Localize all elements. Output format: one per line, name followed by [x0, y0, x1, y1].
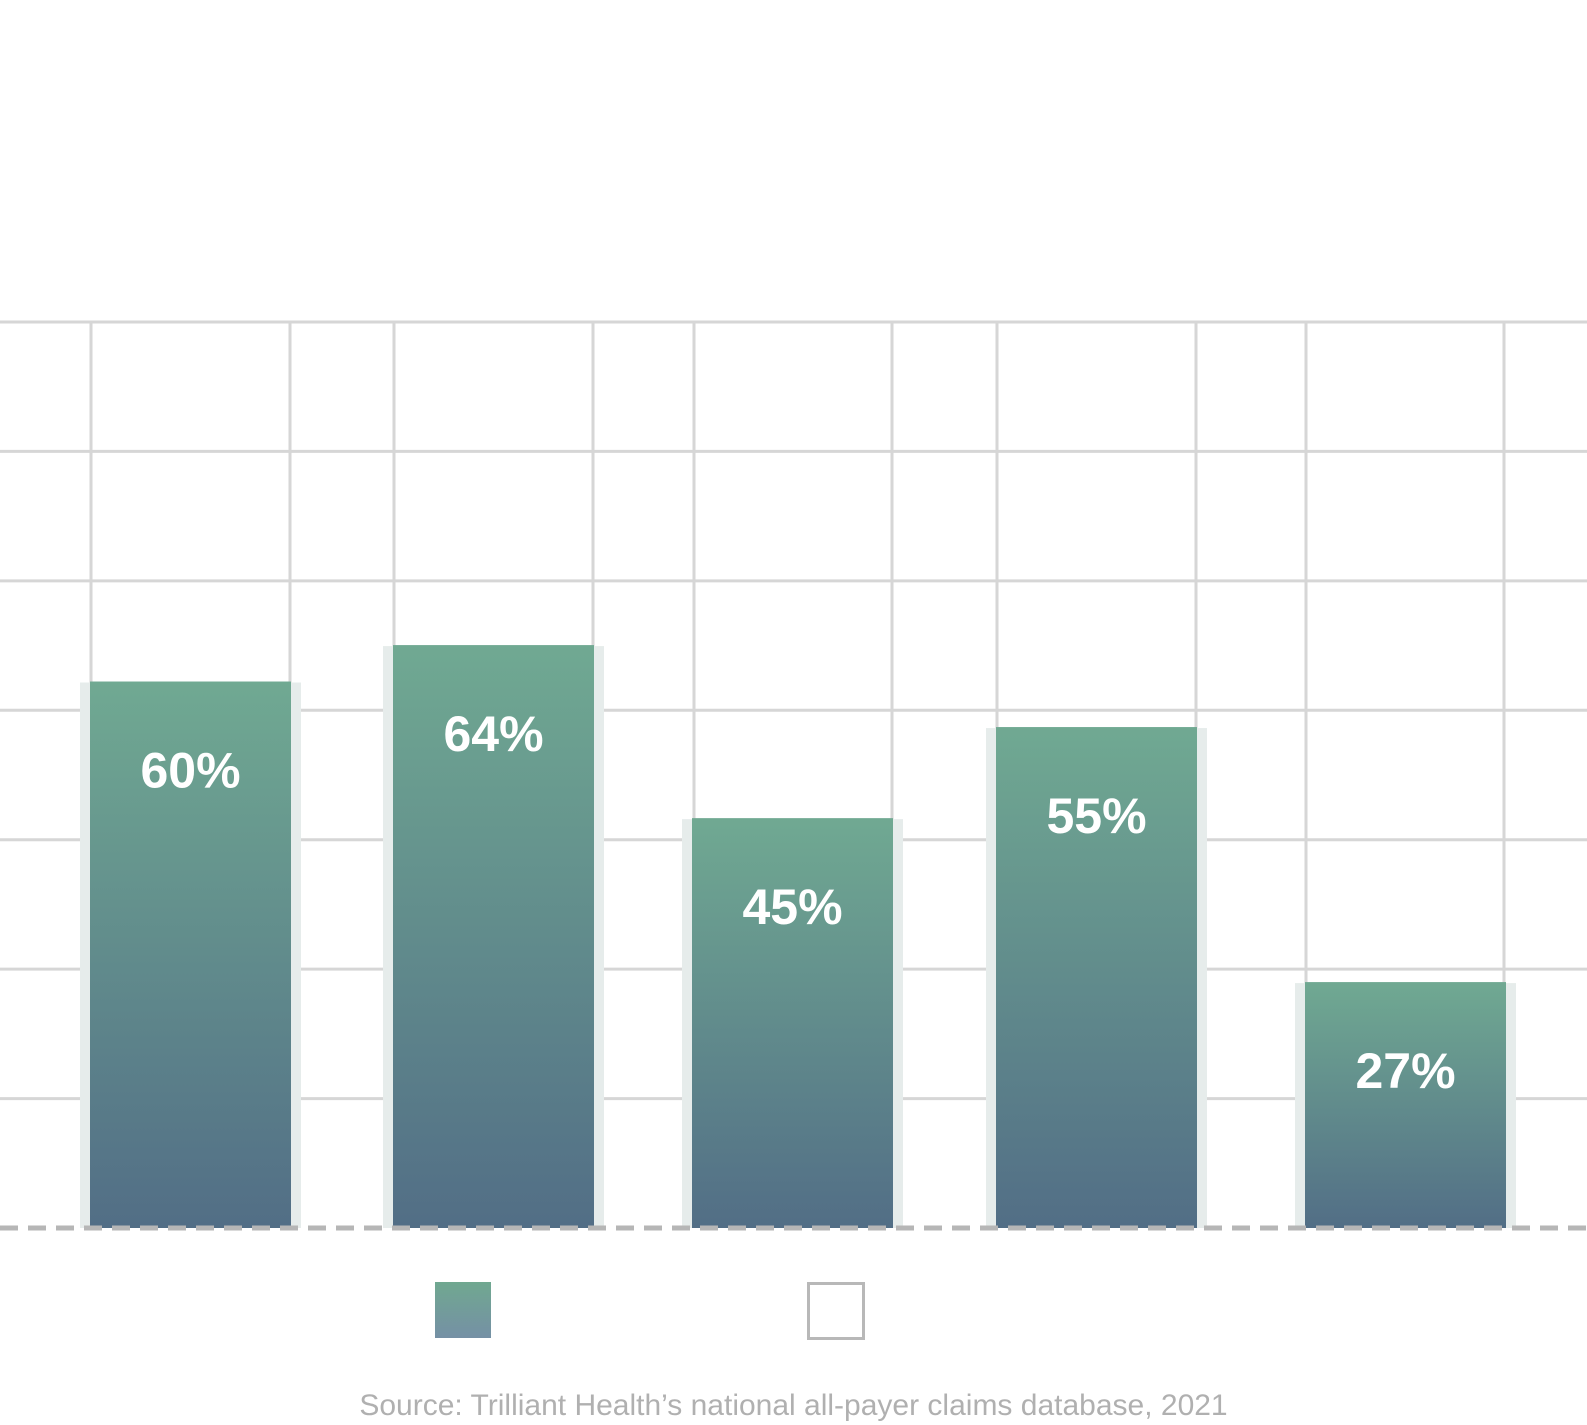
- legend-swatch-outline: [807, 1282, 865, 1340]
- bar-1: [90, 681, 291, 1228]
- legend-swatch-filled: [435, 1282, 491, 1338]
- data-label-2: 64%: [443, 706, 543, 762]
- bar-5: [1305, 982, 1506, 1228]
- data-labels: 60% 64% 45% 55% 27%: [140, 706, 1455, 1099]
- bar-2: [393, 645, 594, 1228]
- legend: [0, 1282, 1587, 1342]
- bar-4: [996, 727, 1197, 1228]
- data-label-4: 55%: [1046, 788, 1146, 844]
- bar-3: [692, 818, 893, 1228]
- source-note: Source: Trilliant Health’s national all-…: [359, 1389, 1228, 1422]
- data-label-1: 60%: [140, 743, 240, 799]
- data-label-5: 27%: [1355, 1043, 1455, 1099]
- data-label-3: 45%: [742, 879, 842, 935]
- bars: [80, 645, 1516, 1228]
